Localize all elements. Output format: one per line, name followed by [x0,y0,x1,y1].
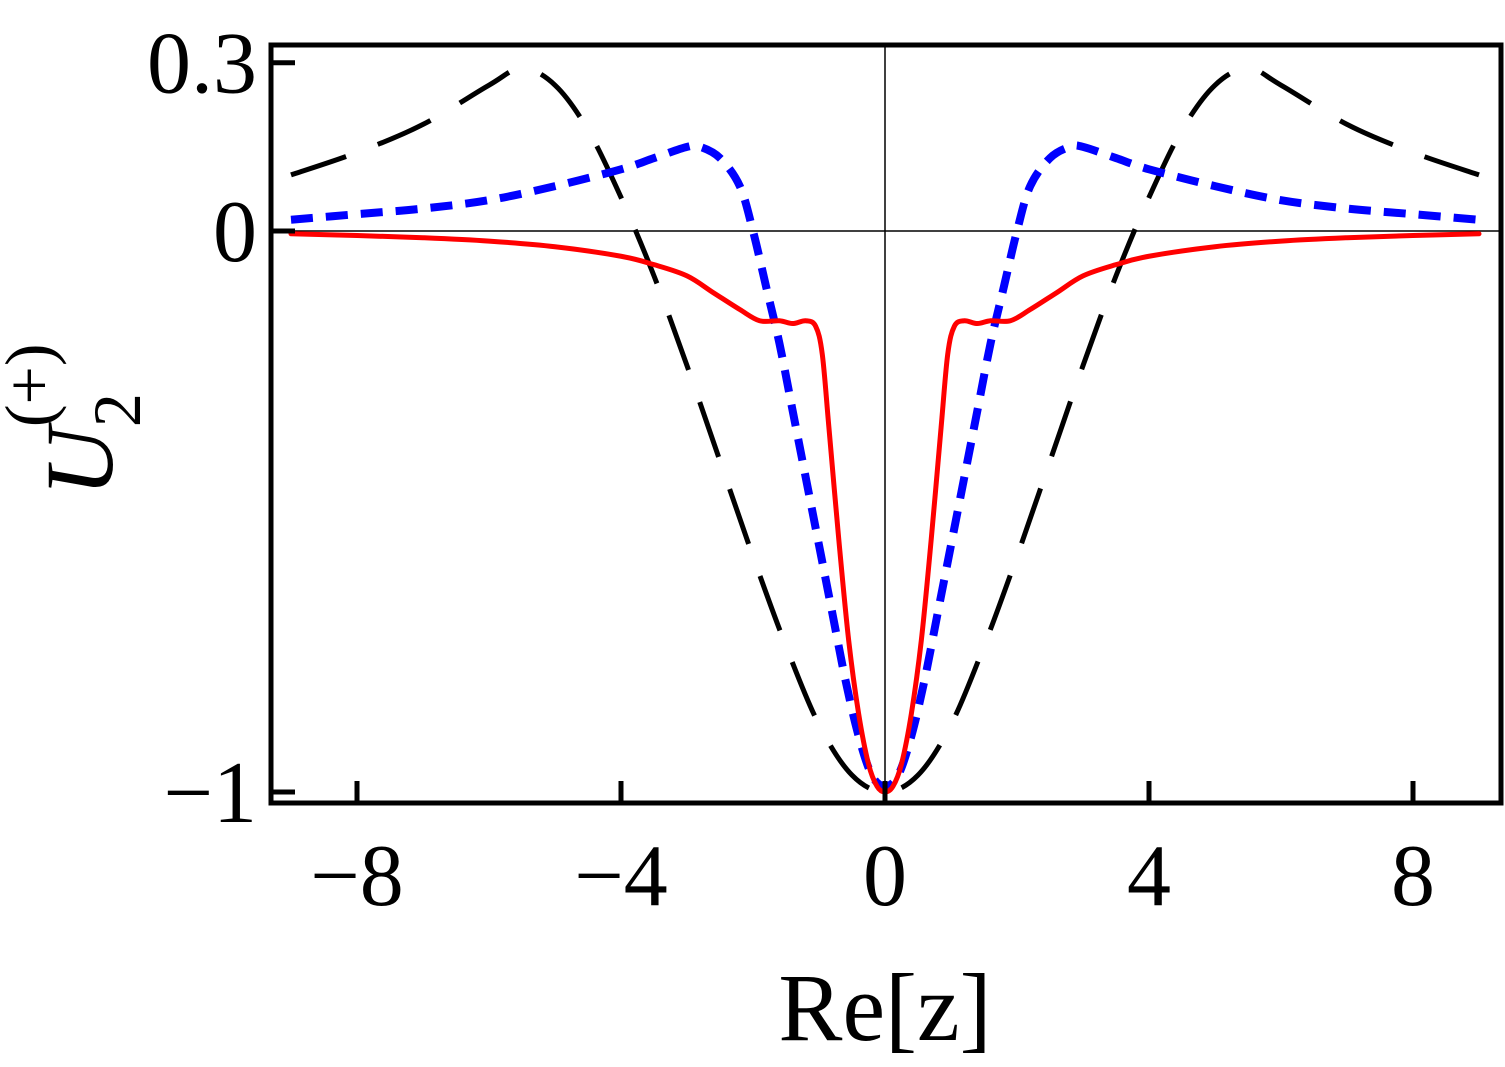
x-axis-label: Re[z] [778,954,991,1061]
y-axis-label: U2 (+) [0,344,155,497]
zero-reference-lines [271,45,1501,803]
x-tick-label: 8 [1391,828,1435,925]
y-axis-label-subscript: 2 [79,393,155,427]
series-line-dashed [290,65,1480,795]
y-axis-label-superscript: (+) [0,344,67,428]
x-tick-label: 4 [1127,828,1171,925]
y-tick-label: 0 [213,184,257,281]
x-tick-label: −4 [574,828,668,925]
x-tick-label: −8 [310,828,404,925]
svg-text:U2(+): U2 (+) [0,344,155,497]
plot-frame [268,42,1504,806]
y-axis-label-base: U [26,421,133,496]
y-tick-label: −1 [163,745,257,842]
tick-labels: −8 −4 0 4 8 −1 0 0.3 [147,16,1435,925]
y-tick-label: 0.3 [147,16,257,113]
tick-marks [271,60,1416,803]
x-tick-label: 0 [863,828,907,925]
